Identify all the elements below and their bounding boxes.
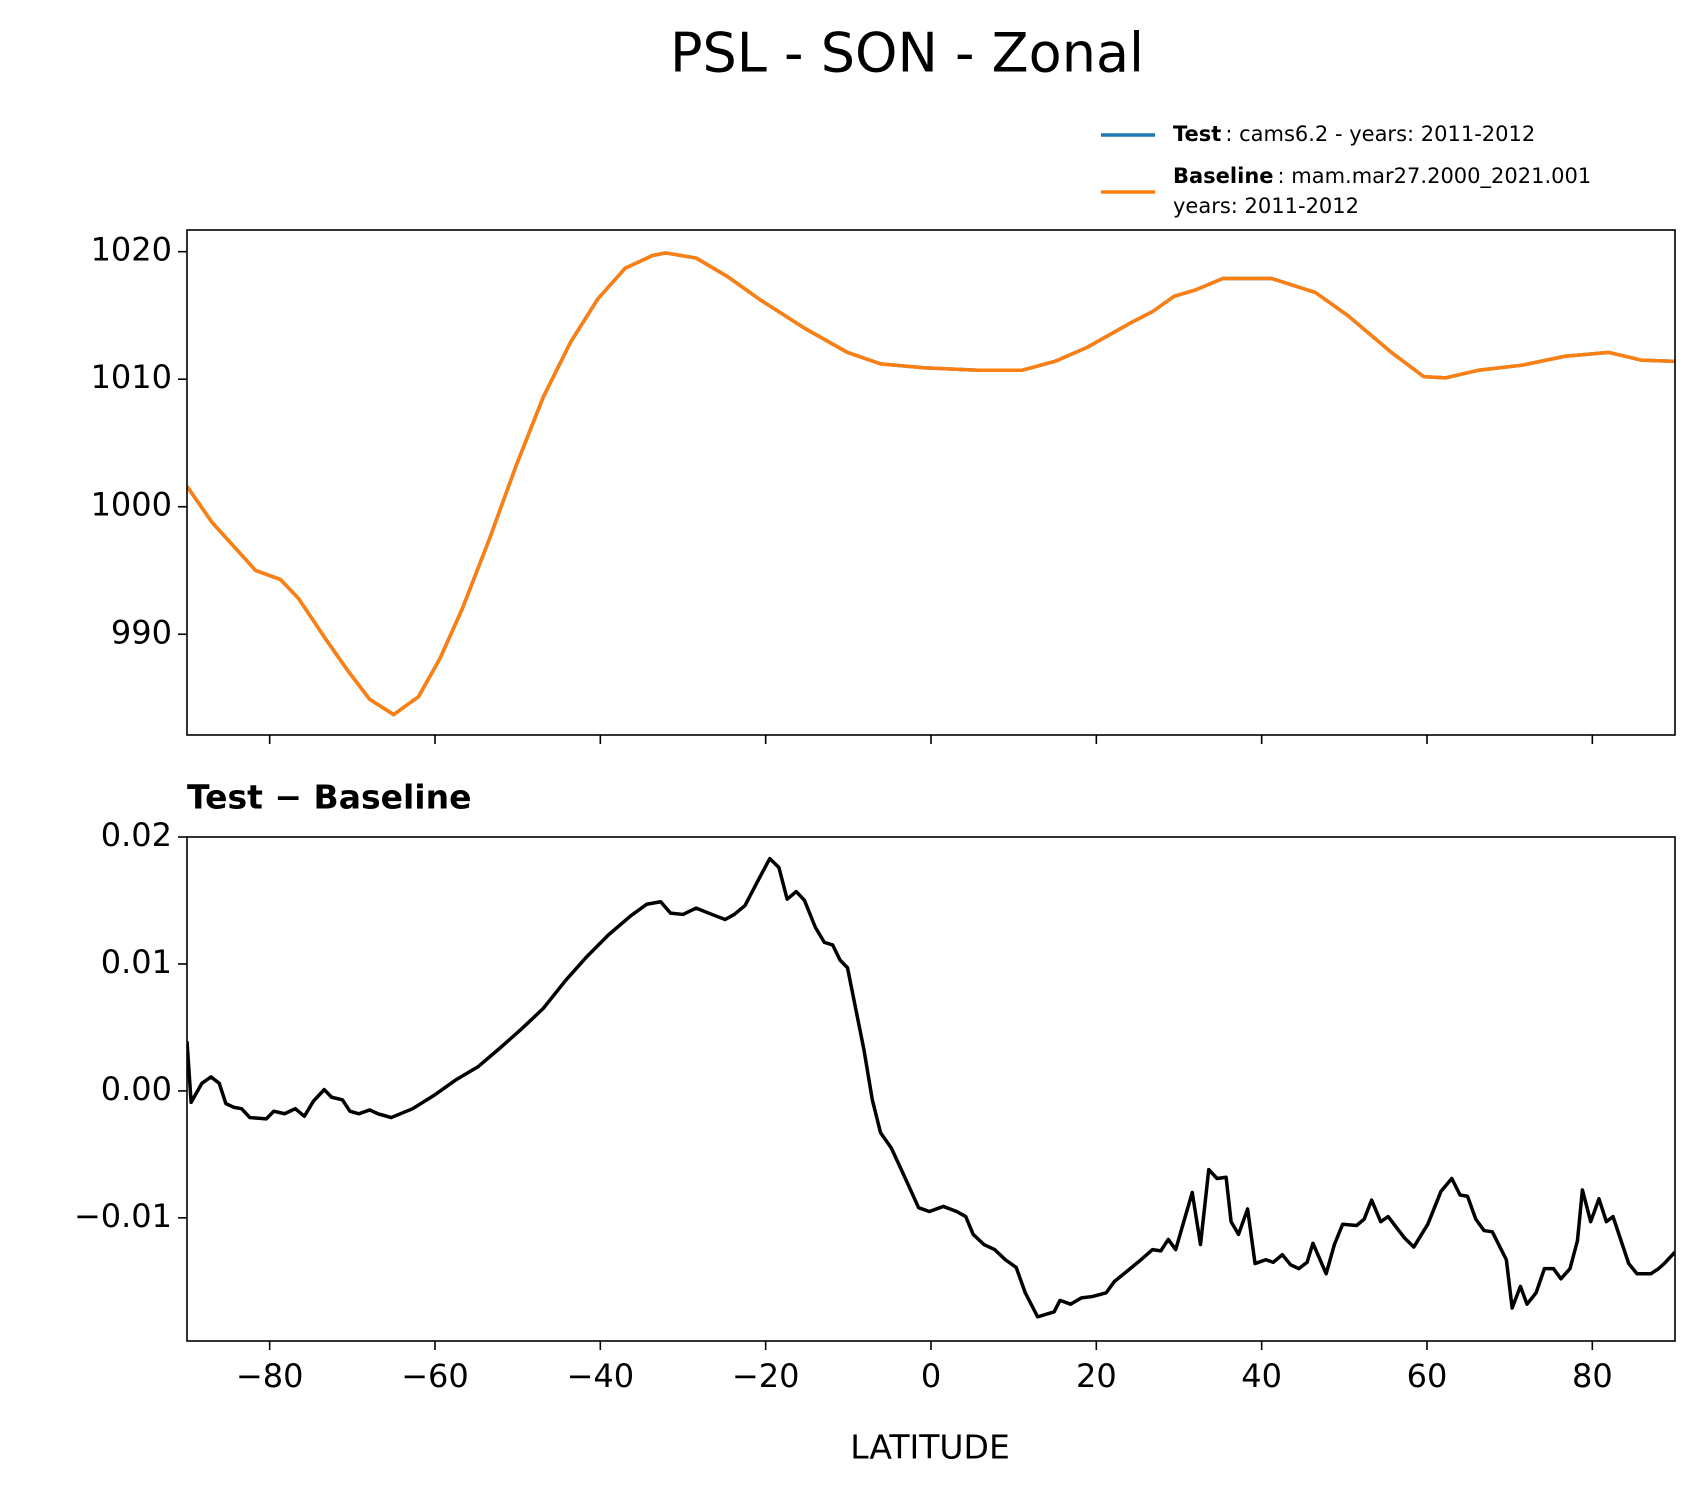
legend-name: Baseline — [1173, 164, 1274, 188]
y-tick-label: 1010 — [91, 358, 172, 396]
x-tick-label: 60 — [1407, 1357, 1448, 1395]
y-tick-label: 990 — [111, 613, 172, 651]
x-tick-label: −20 — [732, 1357, 800, 1395]
y-tick-label: 0.01 — [101, 943, 172, 981]
subplot-title: Test − Baseline — [187, 778, 472, 817]
series-line — [187, 856, 1675, 1319]
legend-label: Test: cams6.2 - years: 2011-2012 — [1173, 122, 1535, 146]
x-tick-label: 40 — [1241, 1357, 1282, 1395]
legend-description: : cams6.2 - years: 2011-2012 — [1225, 122, 1535, 146]
x-tick-label: 80 — [1572, 1357, 1613, 1395]
x-tick-label: −40 — [567, 1357, 635, 1395]
y-tick-label: 0.00 — [101, 1070, 172, 1108]
series-line — [187, 251, 1675, 717]
x-tick-label: −60 — [401, 1357, 469, 1395]
x-axis-label: LATITUDE — [850, 1428, 1010, 1467]
x-tick-label: 0 — [921, 1357, 941, 1395]
x-tick-label: −80 — [236, 1357, 304, 1395]
axes-frame — [186, 836, 1676, 1342]
chart-title: PSL - SON - Zonal — [670, 22, 1144, 85]
legend-description: : mam.mar27.2000_2021.001 — [1278, 164, 1592, 189]
y-tick-label: 1020 — [91, 231, 172, 269]
y-tick-label: 0.02 — [101, 816, 172, 854]
legend-name: Test — [1173, 122, 1221, 146]
legend-description: years: 2011-2012 — [1173, 194, 1359, 218]
axes-frame — [186, 229, 1676, 736]
x-tick-label: 20 — [1076, 1357, 1117, 1395]
legend-label: Baseline: mam.mar27.2000_2021.001 — [1173, 164, 1591, 189]
plot-area — [187, 856, 1675, 1319]
plot-area — [187, 251, 1675, 717]
y-tick-label: 1000 — [91, 486, 172, 524]
y-tick-label: −0.01 — [74, 1197, 172, 1235]
series-line — [187, 251, 1675, 717]
